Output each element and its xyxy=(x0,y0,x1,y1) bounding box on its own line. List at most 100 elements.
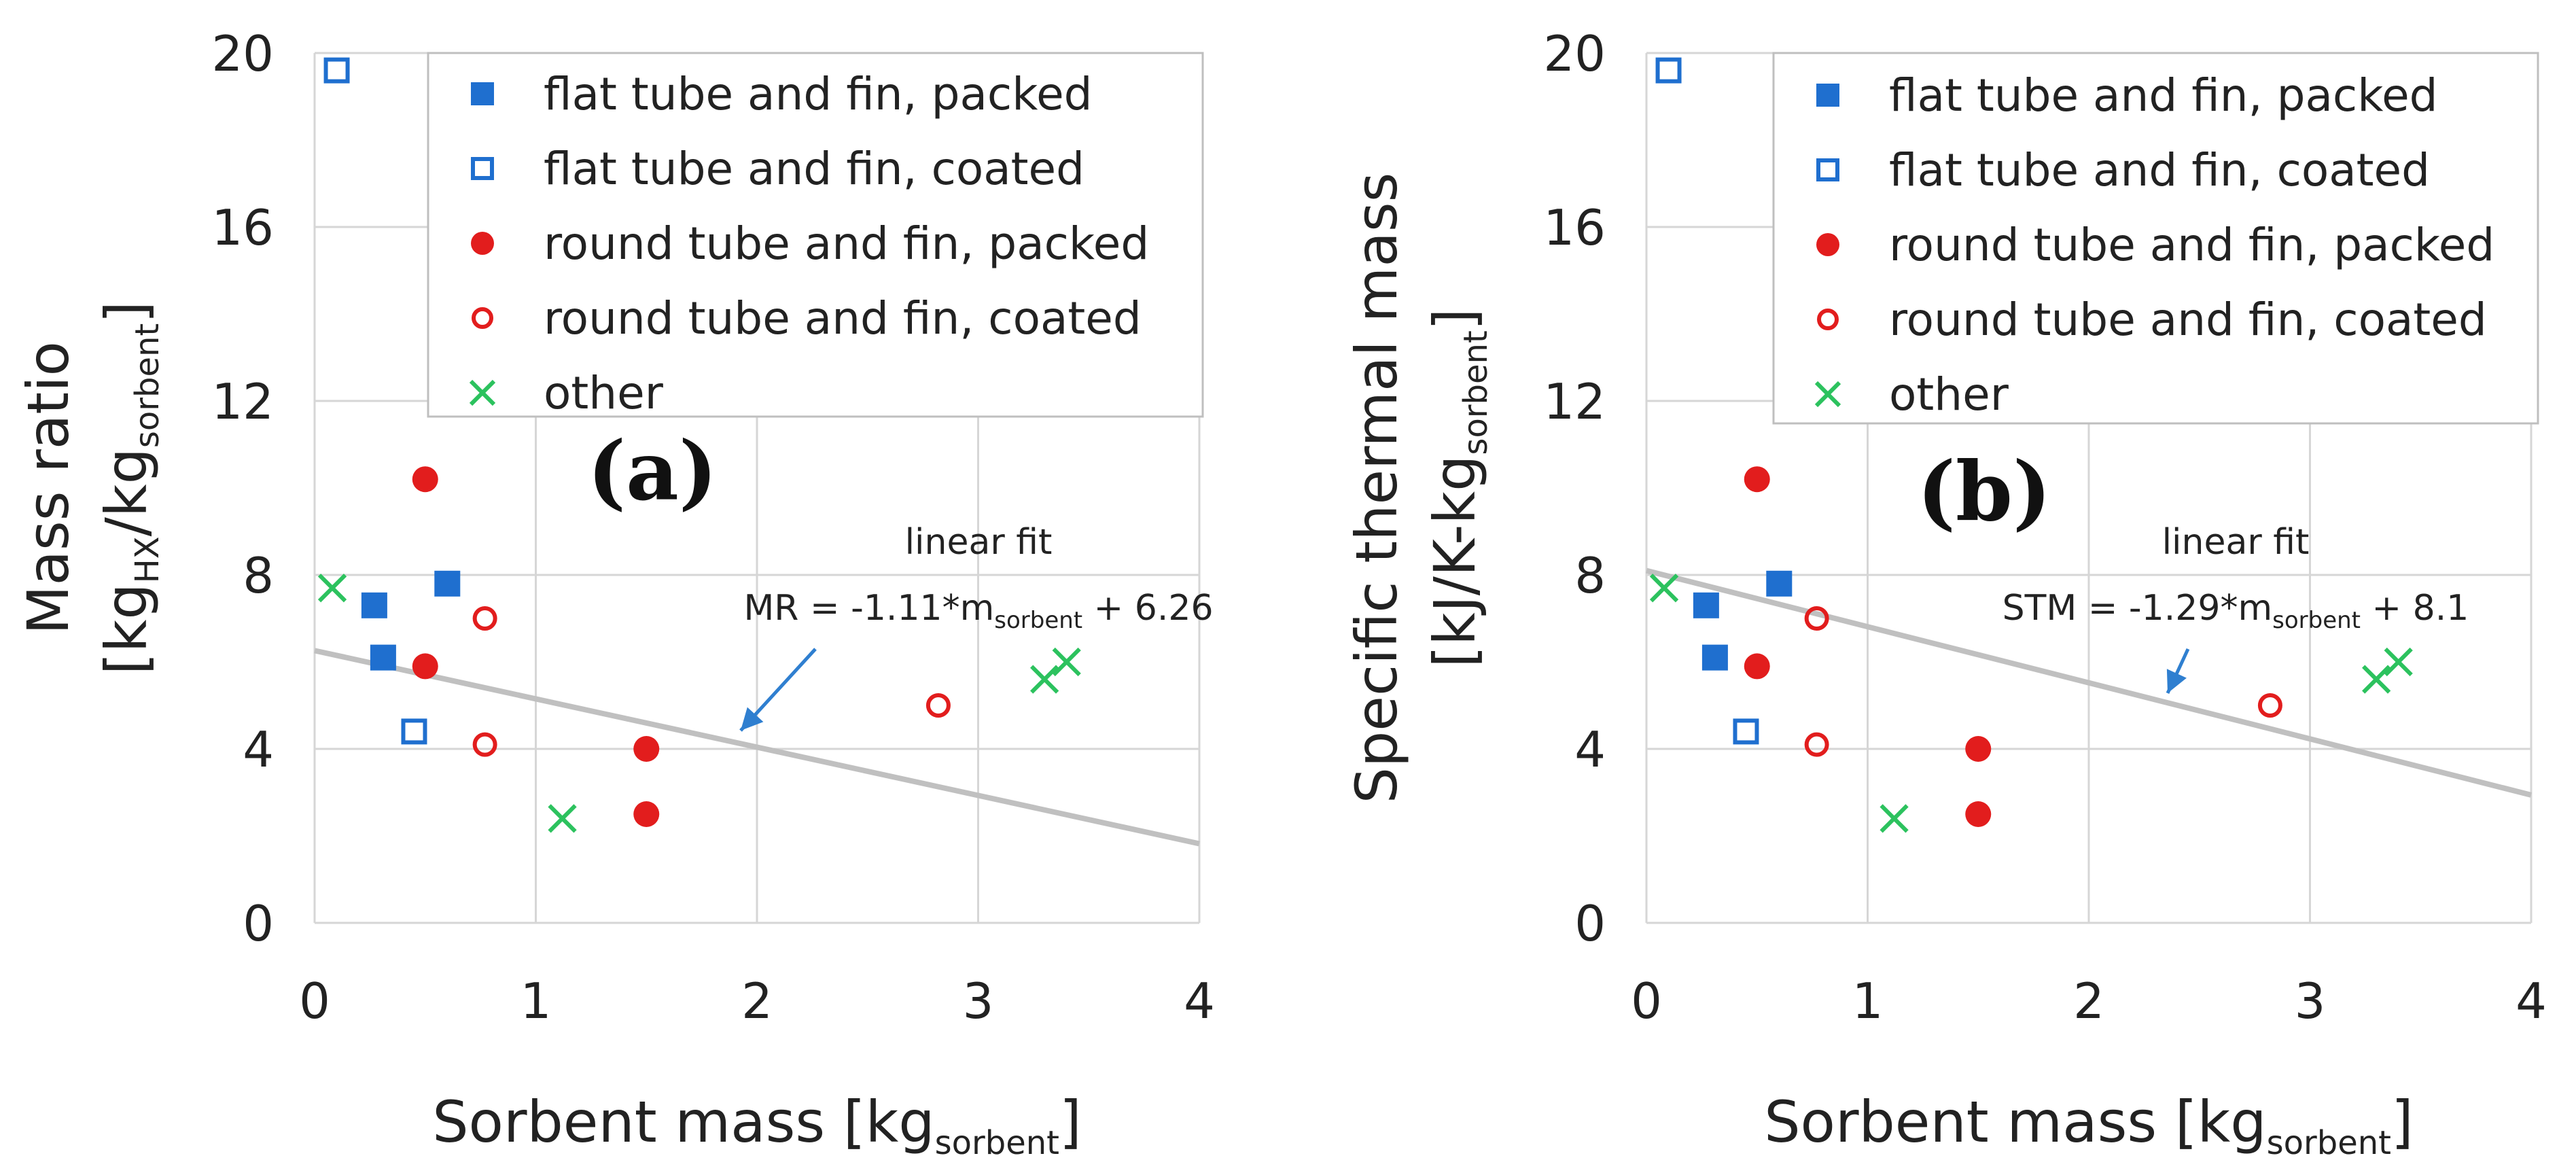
data-point-stroke-2 xyxy=(548,804,577,833)
y-axis-label-part: ] xyxy=(93,301,160,323)
y-axis-label-line-1: Mass ratio xyxy=(15,341,82,635)
x-axis-label-end: ] xyxy=(1059,1089,1082,1155)
legend-entry: round tube and fin, packed xyxy=(1816,219,2494,271)
legend-label: flat tube and fin, coated xyxy=(1889,144,2430,196)
data-point xyxy=(323,57,350,84)
y-axis-label-part: [kg xyxy=(93,583,160,675)
data-point-stroke-2 xyxy=(1649,574,1679,603)
fit-equation-subscript: sorbent xyxy=(2272,607,2361,634)
fit-annotation-title: linear fit xyxy=(905,522,1053,563)
y-tick-label: 8 xyxy=(243,547,274,604)
y-tick-label: 12 xyxy=(211,373,274,430)
legend-entry: other xyxy=(469,367,664,419)
y-tick-label: 20 xyxy=(211,25,274,82)
x-tick-label: 3 xyxy=(963,972,994,1030)
x-axis-label-subscript: sorbent xyxy=(935,1124,1059,1162)
legend-entry: round tube and fin, packed xyxy=(471,217,1149,270)
legend-entry: round tube and fin, coated xyxy=(472,292,1142,345)
y-axis-label-subscript: HX xyxy=(128,536,166,583)
y-tick-label: 8 xyxy=(1574,547,1606,604)
x-axis-label-main: Sorbent mass [kg xyxy=(1764,1089,2266,1155)
data-point xyxy=(472,732,497,757)
data-point-stroke-2 xyxy=(1030,665,1059,694)
legend-marker-stroke-2 xyxy=(1814,381,1841,408)
series-0 xyxy=(361,570,461,671)
y-axis-label-line-1: Specific thermal mass xyxy=(1343,173,1410,804)
series-3 xyxy=(472,606,951,757)
data-point xyxy=(2384,647,2413,677)
x-tick-label: 2 xyxy=(741,972,773,1030)
x-tick-label: 2 xyxy=(2073,972,2104,1030)
series-1 xyxy=(323,57,427,745)
data-point xyxy=(1052,647,1081,677)
legend-marker xyxy=(1817,309,1839,330)
fit-equation-suffix: + 6.26 xyxy=(1082,588,1213,629)
data-point xyxy=(1744,466,1770,493)
linear-fit-line xyxy=(1646,567,2532,798)
series-0 xyxy=(1693,570,1793,671)
legend-marker xyxy=(471,82,494,105)
data-point-stroke-2 xyxy=(1880,804,1909,833)
x-tick-label: 4 xyxy=(1184,972,1215,1030)
legend-entry: flat tube and fin, packed xyxy=(471,68,1093,120)
data-point xyxy=(412,466,438,493)
y-axis-label-part: ] xyxy=(1422,308,1488,330)
data-point-stroke-2 xyxy=(1052,647,1081,677)
fit-arrow xyxy=(2166,648,2190,695)
legend-entry: other xyxy=(1814,368,2009,421)
data-point xyxy=(317,574,347,603)
panel-label: (b) xyxy=(1917,444,2051,540)
legend-label: round tube and fin, coated xyxy=(544,292,1142,345)
data-point xyxy=(2257,693,2282,718)
series-1 xyxy=(1655,57,1759,745)
x-tick-label: 3 xyxy=(2295,972,2326,1030)
data-point xyxy=(1655,57,1682,84)
data-point xyxy=(1965,736,1992,762)
legend-label: round tube and fin, packed xyxy=(544,217,1149,270)
series-3 xyxy=(1804,606,2282,757)
series-4 xyxy=(317,574,1081,833)
fit-arrow xyxy=(739,648,817,732)
x-tick-label: 0 xyxy=(299,972,330,1030)
data-point xyxy=(434,570,461,597)
legend-marker xyxy=(471,232,494,255)
legend-marker xyxy=(1816,233,1839,256)
data-point xyxy=(1880,804,1909,833)
legend-entry: flat tube and fin, coated xyxy=(1816,144,2430,196)
x-tick-label: 0 xyxy=(1631,972,1662,1030)
fit-arrow-head xyxy=(2166,669,2187,693)
legend-entry: flat tube and fin, packed xyxy=(1816,69,2438,122)
legend: flat tube and fin, packed flat tube and f… xyxy=(427,52,1204,419)
legend-label: other xyxy=(544,367,664,419)
legend-marker-stroke-2 xyxy=(469,379,496,406)
y-axis-label-line-2: [kgHX/kgsorbent] xyxy=(93,301,166,675)
data-point xyxy=(548,804,577,833)
legend-marker xyxy=(472,307,493,329)
data-point xyxy=(1744,653,1770,680)
fit-annotation-equation: MR = -1.11*msorbent + 6.26 xyxy=(743,588,1213,634)
y-tick-label: 0 xyxy=(1574,895,1606,952)
legend-label: other xyxy=(1889,368,2009,421)
data-point xyxy=(1804,606,1829,631)
fit-equation-prefix: MR = -1.11*m xyxy=(743,588,994,629)
series-2 xyxy=(412,466,660,827)
y-axis-label-line-2: [kJ/K-kgsorbent] xyxy=(1422,308,1495,667)
fit-equation-subscript: sorbent xyxy=(994,607,1082,634)
data-point xyxy=(370,644,396,671)
series-4 xyxy=(1649,574,2413,833)
y-tick-label: 16 xyxy=(211,199,274,256)
data-point xyxy=(1766,570,1793,597)
data-point xyxy=(361,592,387,618)
legend-label: round tube and fin, coated xyxy=(1889,294,2487,346)
data-point xyxy=(925,693,951,718)
fit-equation-suffix: + 8.1 xyxy=(2361,588,2469,629)
x-tick-label: 4 xyxy=(2516,972,2547,1030)
x-axis-label-subscript: sorbent xyxy=(2267,1124,2391,1162)
data-point xyxy=(412,653,438,680)
panel-label: (a) xyxy=(587,423,717,519)
x-axis-label-end: ] xyxy=(2391,1089,2414,1155)
data-point xyxy=(1030,665,1059,694)
